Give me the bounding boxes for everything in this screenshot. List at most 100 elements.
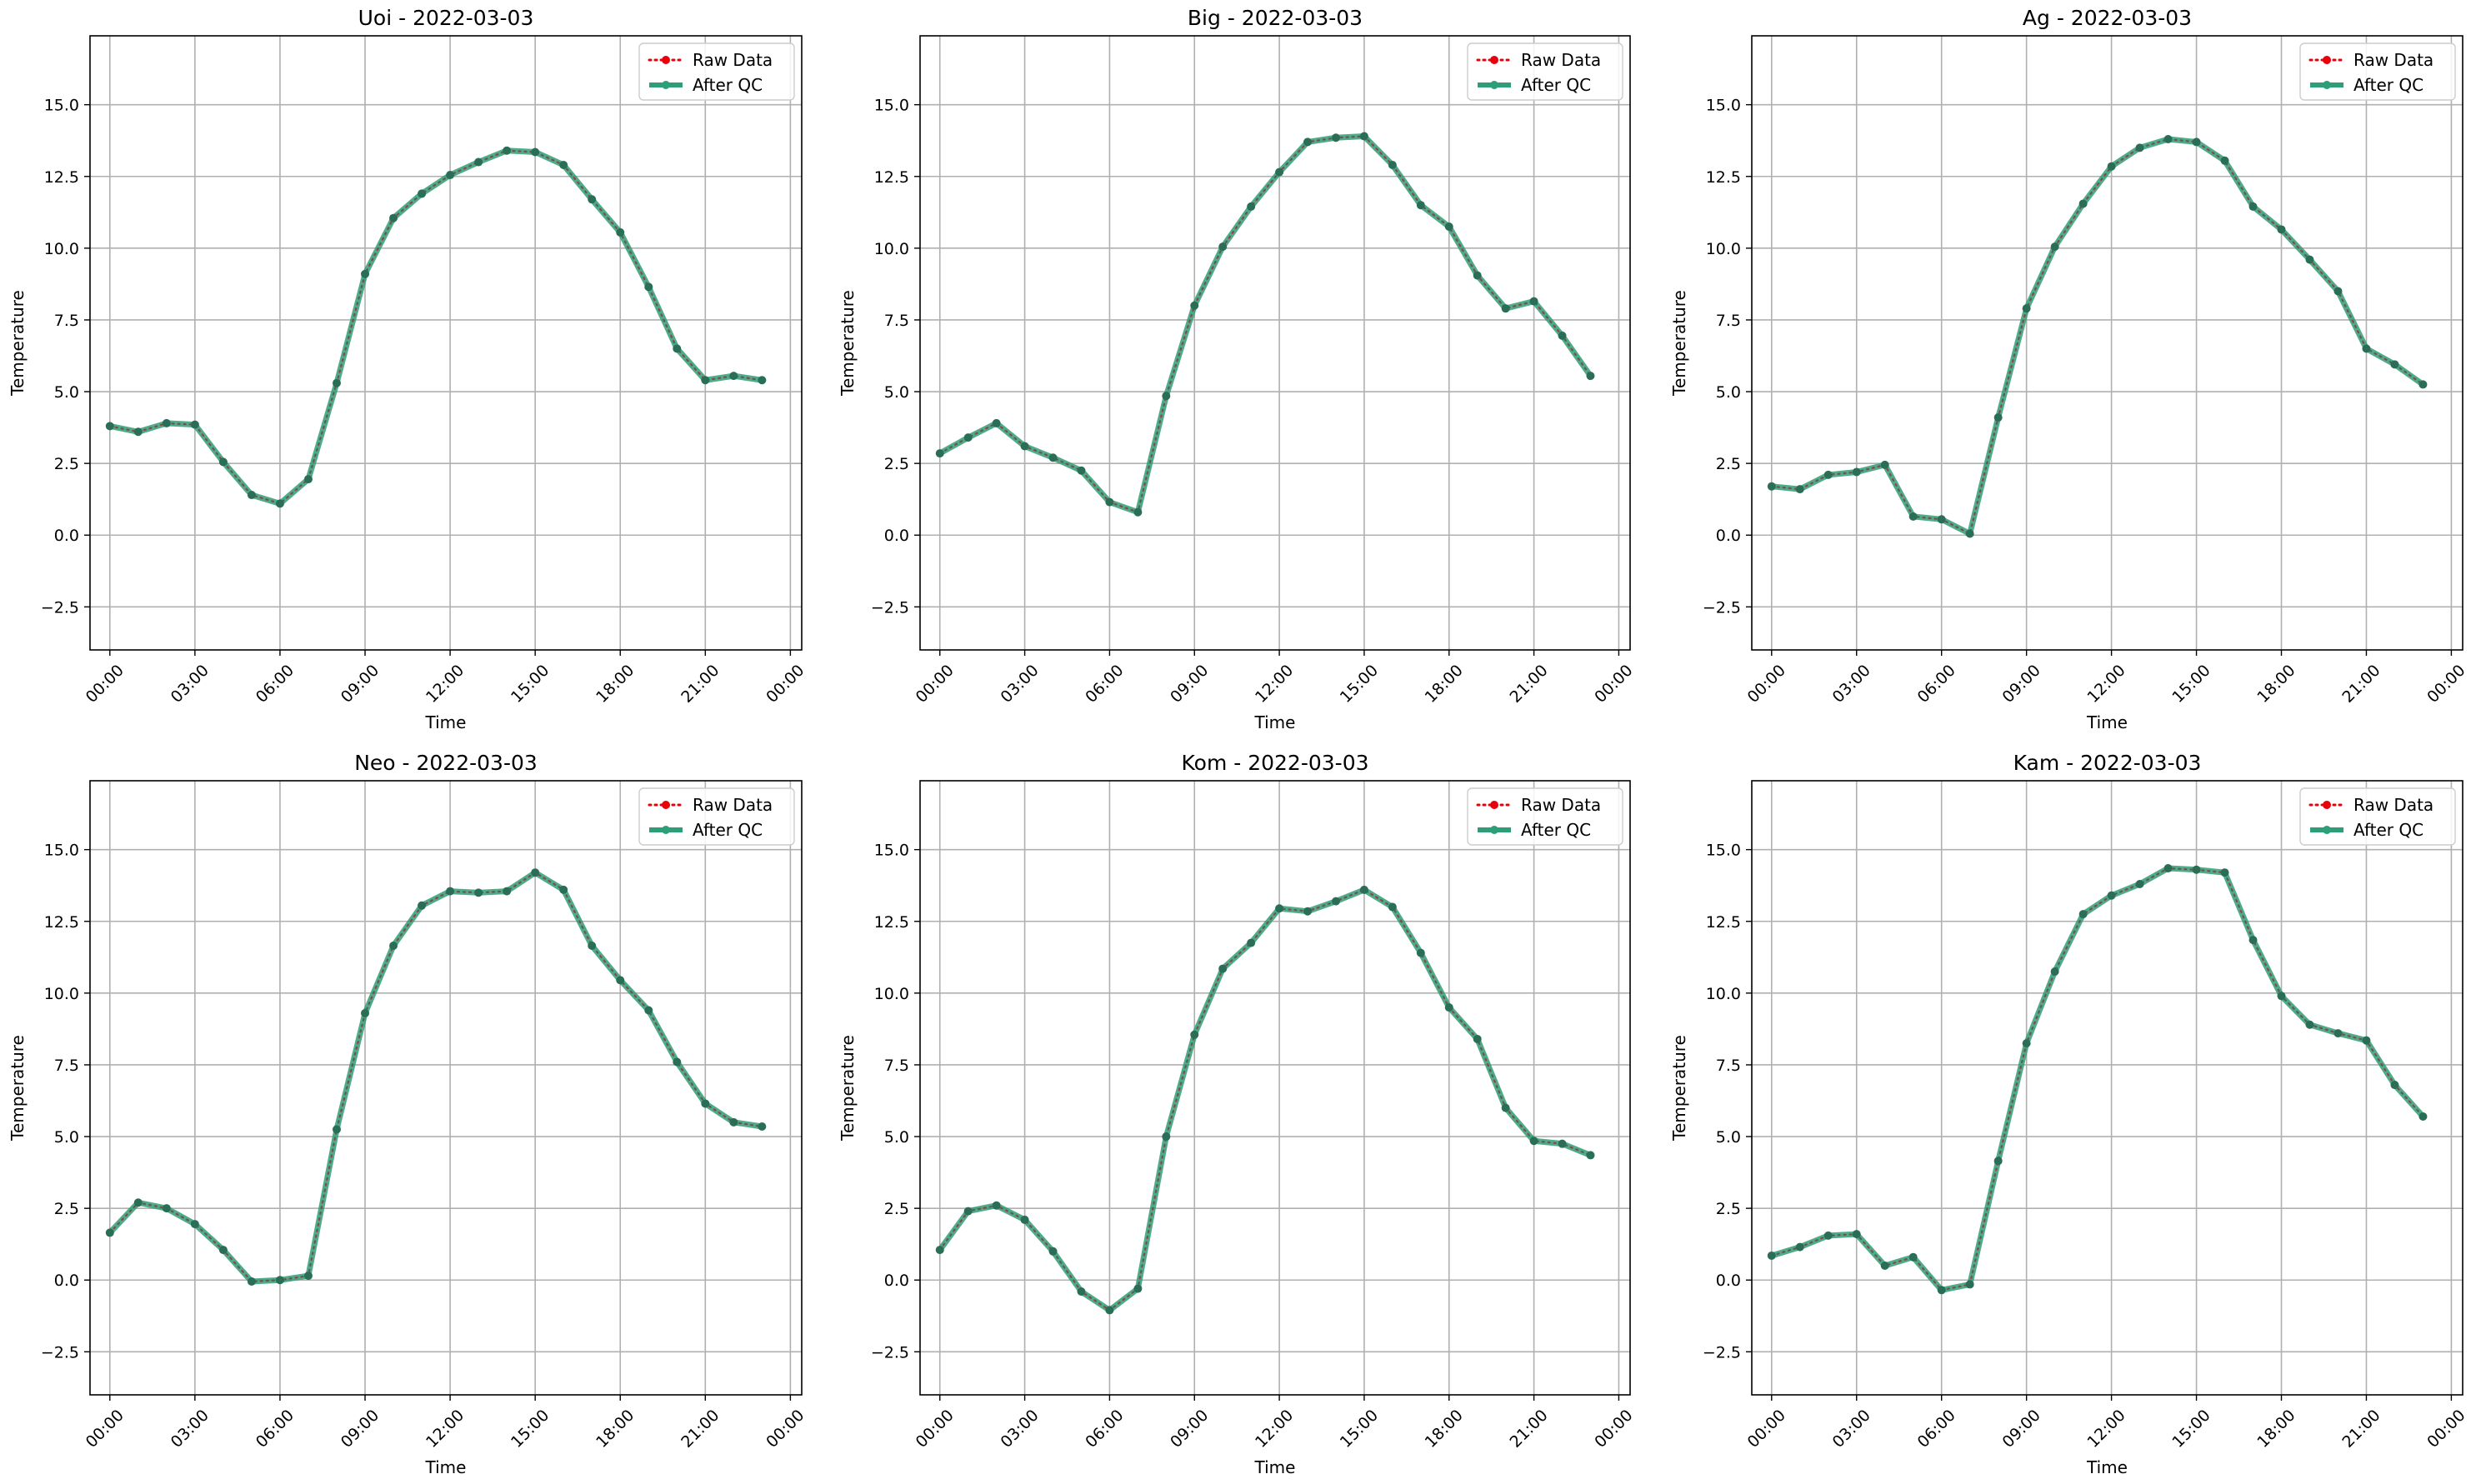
data-point xyxy=(1852,467,1861,477)
x-tick-label: 00:00 xyxy=(83,1407,128,1452)
data-point xyxy=(1501,304,1510,313)
y-tick-label: 0.0 xyxy=(54,527,79,545)
data-point xyxy=(105,422,114,431)
y-tick-label: 15.0 xyxy=(44,97,79,115)
data-point xyxy=(1218,242,1228,252)
data-point xyxy=(1908,512,1918,521)
legend: Raw Data After QC xyxy=(638,42,795,101)
data-point xyxy=(2220,156,2229,165)
data-point xyxy=(1558,331,1567,340)
x-tick-label: 12:00 xyxy=(1252,1407,1297,1452)
data-point xyxy=(1303,907,1313,916)
x-tick-label: 15:00 xyxy=(1337,1407,1382,1452)
x-tick-label: 06:00 xyxy=(1082,662,1127,707)
legend-after-qc-label: After QC xyxy=(2353,820,2423,840)
y-axis-label: Temperature xyxy=(1669,1035,1689,1142)
x-axis-label: Time xyxy=(1254,1457,1296,1477)
data-point xyxy=(1993,1157,2003,1166)
series-raw-data-line xyxy=(1770,137,2424,536)
legend-raw-data-label: Raw Data xyxy=(693,795,773,815)
plot-frame xyxy=(1751,780,2463,1396)
x-tick-label: 18:00 xyxy=(593,1407,638,1452)
data-point xyxy=(303,1272,313,1281)
y-tick-label: 5.0 xyxy=(1716,1128,1741,1147)
data-point xyxy=(218,457,228,467)
data-point xyxy=(133,427,143,437)
y-tick-label: −2.5 xyxy=(1703,598,1741,617)
x-tick-label: 15:00 xyxy=(1337,662,1382,707)
legend-after-qc-label: After QC xyxy=(1521,75,1591,95)
x-tick-label: 03:00 xyxy=(168,1407,213,1452)
data-point xyxy=(531,868,540,877)
y-tick-label: 0.0 xyxy=(884,527,909,545)
data-point xyxy=(474,157,483,167)
series-after-qc-line xyxy=(938,133,1593,516)
data-point xyxy=(2163,864,2173,873)
series-raw-data-line xyxy=(938,888,1592,1312)
x-tick-label: 03:00 xyxy=(1829,662,1874,707)
chart-title: Kom - 2022-03-03 xyxy=(1182,751,1369,775)
data-point xyxy=(389,213,398,222)
data-point xyxy=(1473,1034,1482,1043)
data-point xyxy=(559,160,568,169)
data-point xyxy=(1275,167,1284,177)
x-tick-label: 00:00 xyxy=(763,1407,808,1452)
legend-after-qc-marker xyxy=(662,81,670,89)
data-point xyxy=(1133,507,1143,517)
legend-raw-data-marker xyxy=(662,801,670,809)
data-point xyxy=(729,372,738,381)
y-tick-label: −2.5 xyxy=(871,598,909,617)
x-tick-label: 03:00 xyxy=(168,662,213,707)
data-point xyxy=(2050,967,2059,977)
data-point xyxy=(2305,1020,2314,1029)
legend-raw-data-marker xyxy=(1490,801,1498,809)
series-overlay-line xyxy=(939,135,1592,513)
x-tick-label: 21:00 xyxy=(1506,662,1551,707)
data-point xyxy=(1908,1252,1918,1262)
series-after-qc-line xyxy=(1771,136,2425,537)
data-point xyxy=(1767,1251,1776,1260)
data-point xyxy=(2277,992,2286,1001)
data-point xyxy=(1162,1132,1171,1142)
data-point xyxy=(1077,1287,1086,1297)
y-tick-label: 7.5 xyxy=(1716,1057,1741,1075)
data-point xyxy=(1359,885,1368,894)
y-axis-label: Temperature xyxy=(1669,290,1689,397)
x-tick-label: 09:00 xyxy=(338,1407,383,1452)
data-point xyxy=(2248,202,2258,211)
data-point xyxy=(935,1246,944,1255)
plot-frame xyxy=(89,780,803,1396)
data-point xyxy=(1133,1284,1143,1293)
x-tick-label: 12:00 xyxy=(2083,1407,2128,1452)
legend-after-qc-marker xyxy=(1490,826,1498,834)
data-point xyxy=(673,344,682,353)
x-tick-label: 03:00 xyxy=(1829,1407,1874,1452)
chart-title: Uoi - 2022-03-03 xyxy=(358,6,534,30)
data-point xyxy=(1388,902,1397,912)
data-point xyxy=(1020,442,1029,451)
data-point xyxy=(2333,1029,2343,1038)
data-point xyxy=(2248,936,2258,945)
y-tick-label: 15.0 xyxy=(1706,842,1741,860)
data-point xyxy=(2418,380,2428,389)
data-point xyxy=(1247,202,1256,211)
y-tick-label: 2.5 xyxy=(884,1200,909,1218)
subplot-6: −2.5 0.0 2.5 5.0 7.5 10.0 12.5 15.0 00:00 03:00 06… xyxy=(1669,751,2469,1477)
y-tick-label: 5.0 xyxy=(54,1128,79,1147)
y-axis-label: Temperature xyxy=(838,290,858,397)
data-point xyxy=(190,1220,199,1229)
legend: Raw Data After QC xyxy=(638,787,795,846)
data-point xyxy=(616,227,625,237)
data-point xyxy=(992,418,1001,427)
data-point xyxy=(1993,413,2003,422)
y-tick-label: 12.5 xyxy=(44,168,79,187)
x-tick-label: 03:00 xyxy=(997,1407,1042,1452)
legend: Raw Data After QC xyxy=(2299,42,2456,101)
y-tick-label: 7.5 xyxy=(884,1057,909,1075)
legend-raw-data-label: Raw Data xyxy=(1521,50,1601,70)
y-tick-label: 5.0 xyxy=(884,383,909,402)
subplot-1: −2.5 0.0 2.5 5.0 7.5 10.0 12.5 15.0 00:00 03:00 06… xyxy=(8,6,808,732)
series-after-qc-line xyxy=(1770,865,2426,1293)
data-point xyxy=(1190,1030,1199,1039)
data-point xyxy=(758,376,767,385)
